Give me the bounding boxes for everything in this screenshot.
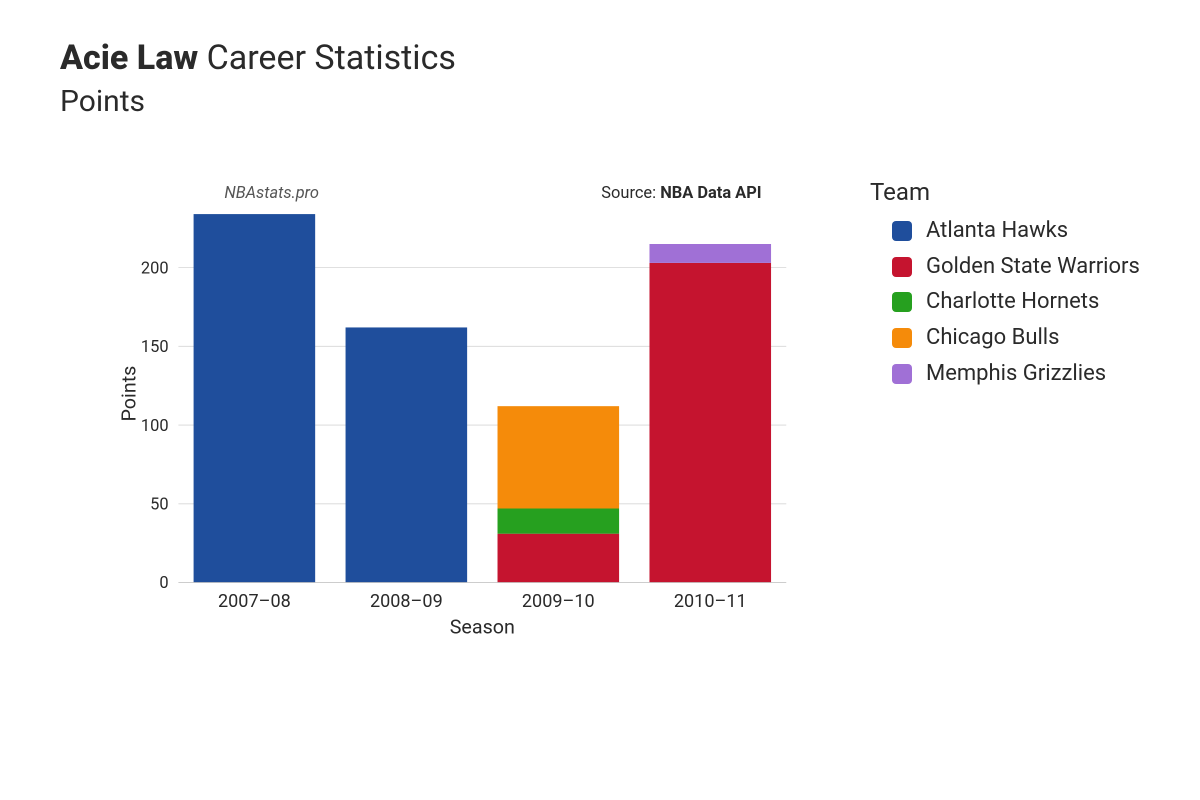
bar-chart: 0 50 100 150 200 2007–08 2008–09 2009–10 2010–1… xyxy=(100,180,840,640)
legend-label: Atlanta Hawks xyxy=(926,216,1068,246)
legend-label: Charlotte Hornets xyxy=(926,287,1099,317)
bars xyxy=(194,214,771,582)
source-prefix: Source: xyxy=(601,184,660,203)
legend-item: Chicago Bulls xyxy=(892,323,1140,353)
y-tick-label: 0 xyxy=(159,574,168,593)
x-tick-label: 2009–10 xyxy=(522,591,595,612)
chart-title-player: Acie Law xyxy=(60,38,198,78)
y-tick-label: 150 xyxy=(141,338,169,357)
y-ticks: 0 50 100 150 200 xyxy=(141,259,169,593)
x-ticks: 2007–08 2008–09 2009–10 2010–11 xyxy=(218,591,747,612)
legend-item: Charlotte Hornets xyxy=(892,287,1140,317)
y-tick-label: 50 xyxy=(150,496,168,515)
bar-segment xyxy=(346,327,468,582)
source-name: NBA Data API xyxy=(660,184,761,203)
legend-swatch xyxy=(892,292,912,312)
chart-subtitle: Points xyxy=(60,84,456,119)
x-tick-label: 2007–08 xyxy=(218,591,291,612)
chart-title-block: Acie Law Career Statistics Points xyxy=(60,38,456,119)
x-axis-label: Season xyxy=(450,615,515,638)
bar-segment xyxy=(194,214,316,582)
bar-segment xyxy=(498,534,620,583)
legend-item: Atlanta Hawks xyxy=(892,216,1140,246)
legend: Team Atlanta Hawks Golden State Warriors C… xyxy=(870,178,1140,394)
legend-label: Golden State Warriors xyxy=(926,252,1140,282)
page: Acie Law Career Statistics Points 0 50 100… xyxy=(0,0,1200,800)
watermark-label: NBAstats.pro xyxy=(224,184,319,203)
legend-swatch xyxy=(892,257,912,277)
bar-segment xyxy=(498,509,620,534)
x-tick-label: 2010–11 xyxy=(674,591,747,612)
chart-title: Acie Law Career Statistics xyxy=(60,38,456,78)
legend-swatch xyxy=(892,328,912,348)
legend-label: Chicago Bulls xyxy=(926,323,1060,353)
x-tick-label: 2008–09 xyxy=(370,591,443,612)
y-tick-label: 200 xyxy=(141,259,169,278)
legend-swatch xyxy=(892,221,912,241)
legend-swatch xyxy=(892,364,912,384)
chart-title-suffix: Career Statistics xyxy=(198,38,456,78)
legend-title: Team xyxy=(870,178,1140,206)
source-label: Source: NBA Data API xyxy=(601,184,761,203)
legend-items: Atlanta Hawks Golden State Warriors Charlo… xyxy=(870,216,1140,388)
bar-segment xyxy=(498,406,620,508)
legend-item: Golden State Warriors xyxy=(892,252,1140,282)
legend-item: Memphis Grizzlies xyxy=(892,359,1140,389)
bar-segment xyxy=(649,244,771,263)
legend-label: Memphis Grizzlies xyxy=(926,359,1106,389)
bar-segment xyxy=(649,263,771,583)
y-axis-label: Points xyxy=(118,366,141,422)
y-tick-label: 100 xyxy=(141,417,169,436)
